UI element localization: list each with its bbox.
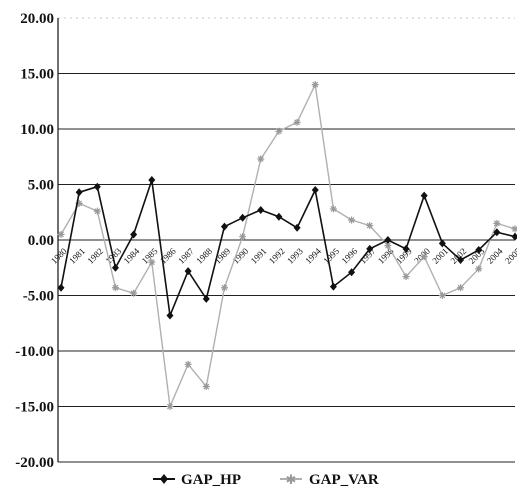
x-tick-label: 1987 xyxy=(176,246,196,266)
data-point-gap-hp xyxy=(130,230,138,239)
series-layer xyxy=(57,81,517,410)
data-point-gap-hp xyxy=(111,263,119,272)
data-point-gap-hp xyxy=(220,222,228,231)
data-point-gap-hp xyxy=(57,283,65,292)
data-point-gap-hp xyxy=(493,228,501,237)
data-point-gap-var xyxy=(257,155,265,163)
data-point-gap-var xyxy=(348,216,356,224)
y-tick-label: 5.00 xyxy=(28,178,54,194)
data-point-gap-var xyxy=(420,253,428,261)
x-tick-label: 1982 xyxy=(85,246,105,266)
y-tick-label: -15.00 xyxy=(15,400,54,416)
data-point-gap-hp xyxy=(148,176,156,185)
data-point-gap-hp xyxy=(93,182,101,191)
y-tick-label: 20.00 xyxy=(20,11,54,27)
x-tick-label: 1996 xyxy=(340,246,360,266)
x-tick-label: 2004 xyxy=(485,246,505,266)
y-tick-label: 10.00 xyxy=(20,122,54,138)
data-point-gap-var xyxy=(275,127,283,135)
gridlines xyxy=(58,17,515,463)
data-point-gap-hp xyxy=(275,212,283,221)
data-point-gap-var xyxy=(202,383,210,391)
data-point-gap-var xyxy=(493,219,501,227)
data-point-gap-hp xyxy=(257,206,265,215)
legend-label-gap-var: GAP_VAR xyxy=(309,472,379,488)
legend-marker-gap-var: ✱ xyxy=(286,472,297,487)
data-point-gap-hp xyxy=(184,267,192,276)
data-point-gap-hp xyxy=(438,239,446,248)
data-point-gap-hp xyxy=(311,186,319,195)
data-point-gap-hp xyxy=(475,245,483,254)
data-point-gap-var xyxy=(111,284,119,292)
x-tick-label: 2000 xyxy=(412,246,432,266)
data-point-gap-hp xyxy=(166,311,174,320)
data-point-gap-var xyxy=(402,273,410,281)
legend-marker-gap-hp xyxy=(160,474,168,484)
data-point-gap-hp xyxy=(329,282,337,291)
x-tick-label: 1993 xyxy=(285,246,305,266)
x-tick-label: 1988 xyxy=(194,246,214,266)
series-line-gap-hp xyxy=(60,179,516,319)
data-point-gap-var xyxy=(366,222,374,230)
x-tick-label: 2002 xyxy=(448,246,468,266)
data-point-gap-var xyxy=(93,207,101,215)
y-tick-label: 15.00 xyxy=(20,67,54,83)
data-point-gap-var xyxy=(166,403,174,410)
legend-label-gap-hp: GAP_HP xyxy=(181,472,241,488)
legend-item-gap-var: ✱ GAP_VAR xyxy=(280,472,379,488)
data-point-gap-var xyxy=(475,265,483,273)
data-point-gap-var xyxy=(329,205,337,213)
data-point-gap-var xyxy=(184,360,192,368)
data-point-gap-var xyxy=(384,242,392,250)
x-tick-label: 2005 xyxy=(503,246,517,266)
data-point-gap-hp xyxy=(348,268,356,277)
data-point-gap-hp xyxy=(75,188,83,197)
data-point-gap-var xyxy=(457,284,465,292)
data-point-gap-var xyxy=(239,233,247,241)
y-tick-label: -5.00 xyxy=(23,289,54,305)
data-point-gap-var xyxy=(130,289,138,297)
y-tick-label: -20.00 xyxy=(15,455,54,471)
data-point-gap-hp xyxy=(457,255,465,264)
data-point-gap-hp xyxy=(420,191,428,200)
x-tick-label: 1994 xyxy=(303,246,323,266)
y-tick-labels: 20.00 15.00 10.00 5.00 0.00 -5.00 -10.00 -15.00… xyxy=(15,11,54,471)
x-tick-label: 1992 xyxy=(267,246,287,266)
data-point-gap-hp xyxy=(239,213,247,222)
y-tick-label: -10.00 xyxy=(15,344,54,360)
y-tick-label: 0.00 xyxy=(28,233,54,249)
data-point-gap-var xyxy=(75,199,83,207)
legend: GAP_HP ✱ GAP_VAR xyxy=(153,472,379,488)
data-point-gap-var xyxy=(148,258,156,266)
data-point-gap-hp xyxy=(202,294,210,303)
data-point-gap-hp xyxy=(402,244,410,253)
data-point-gap-var xyxy=(438,292,446,299)
x-tick-label: 1981 xyxy=(67,246,87,266)
data-point-gap-hp xyxy=(384,236,392,244)
series-line-gap-var xyxy=(60,82,516,410)
data-point-gap-var xyxy=(311,81,319,89)
x-tick-label: 2001 xyxy=(430,246,450,266)
x-tick-label: 1991 xyxy=(249,246,269,266)
x-tick-label: 1984 xyxy=(122,246,142,266)
data-point-gap-hp xyxy=(293,223,301,232)
x-tick-labels: 1980198119821983198419851986198719881989… xyxy=(49,246,517,266)
data-point-gap-var xyxy=(293,118,301,126)
data-point-gap-hp xyxy=(511,232,517,241)
data-point-gap-var xyxy=(511,225,517,233)
data-point-gap-var xyxy=(220,284,228,292)
legend-item-gap-hp: GAP_HP xyxy=(153,472,241,488)
x-tick-label: 1995 xyxy=(321,246,341,266)
data-point-gap-hp xyxy=(366,244,374,253)
data-point-gap-var xyxy=(57,230,65,238)
